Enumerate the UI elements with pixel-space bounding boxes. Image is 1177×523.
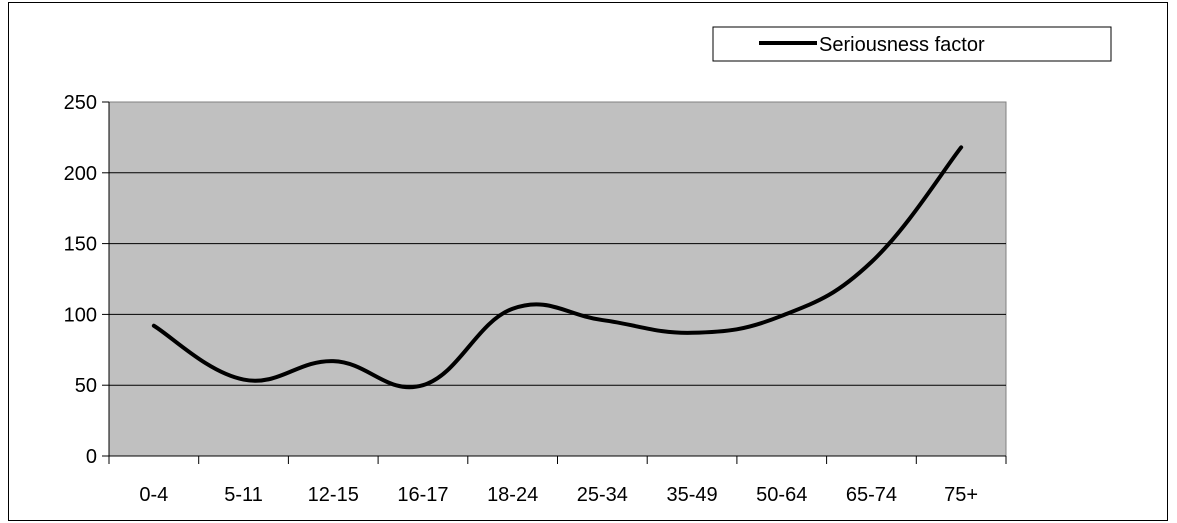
x-tick-label: 12-15 [308, 484, 359, 506]
x-tick-label: 65-74 [846, 484, 897, 506]
series-line-0 [151, 145, 964, 390]
y-axis: 0 50 100 150 200 250 [64, 92, 110, 468]
grid-lines [109, 172, 1006, 386]
legend: Seriousness factor [712, 26, 1112, 62]
x-tick-label: 50-64 [756, 484, 807, 506]
plot-area [108, 101, 1007, 457]
x-axis: 0-4 5-11 12-15 16-17 18-24 25-34 35-49 50-64 65-… [108, 455, 1007, 506]
x-tick-label: 25-34 [577, 484, 628, 506]
line-chart: 0 50 100 150 200 250 0-4 5-11 12-15 16-17 18-24 25… [64, 26, 1112, 506]
x-tick-label: 35-49 [666, 484, 717, 506]
y-tick-label: 150 [64, 234, 97, 256]
series-group [151, 145, 964, 390]
y-tick-label: 0 [86, 446, 97, 468]
legend-label: Seriousness factor [819, 34, 985, 56]
x-tick-label: 16-17 [397, 484, 448, 506]
x-tick-label: 0-4 [139, 484, 168, 506]
y-tick-label: 250 [64, 92, 97, 114]
x-tick-label: 18-24 [487, 484, 538, 506]
x-tick-label: 5-11 [224, 484, 263, 506]
x-tick-label: 75+ [944, 484, 978, 506]
y-tick-label: 200 [64, 163, 97, 185]
chart-frame: 0 50 100 150 200 250 0-4 5-11 12-15 16-17 18-24 25… [8, 2, 1168, 521]
y-tick-label: 50 [75, 375, 97, 397]
y-tick-label: 100 [64, 304, 97, 326]
